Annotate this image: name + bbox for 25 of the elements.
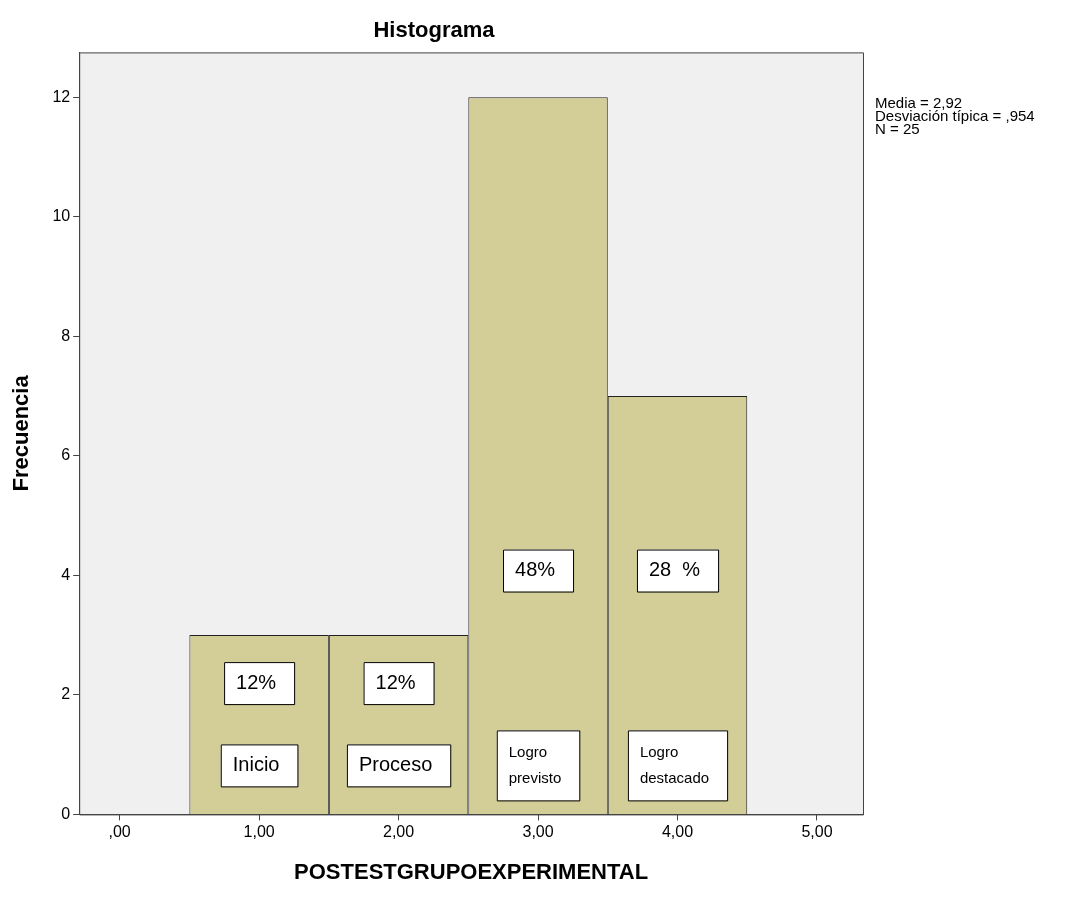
x-tick-label: 1,00 (243, 823, 275, 841)
y-tick-label: 12 (52, 87, 71, 105)
x-tick-label: 2,00 (383, 823, 415, 841)
x-tick-label: 5,00 (801, 823, 833, 841)
annotation: 28 % (648, 558, 701, 581)
y-tick-label: 2 (61, 685, 71, 703)
annotation: 12% (236, 670, 277, 693)
y-tick-label: 10 (52, 207, 71, 225)
annotation: Logro destacado (639, 742, 710, 786)
y-tick-label: 0 (61, 804, 71, 822)
y-tick-label: 8 (61, 326, 71, 344)
annotation: Logro previsto (508, 742, 562, 786)
x-tick-label: ,00 (108, 823, 131, 841)
x-tick-label: 3,00 (522, 823, 554, 841)
annotation: Inicio (232, 752, 280, 775)
annotation: 48% (515, 558, 556, 581)
annotation: 12% (375, 670, 416, 693)
x-axis-title: POSTESTGRUPOEXPERIMENTAL (294, 858, 649, 884)
y-axis-title: Frecuencia (8, 374, 34, 492)
y-tick-label: 6 (61, 446, 71, 464)
x-tick-label: 4,00 (661, 823, 694, 841)
y-tick-label: 4 (61, 565, 71, 583)
chart-title: Histograma (373, 17, 496, 43)
text: N = 25 (875, 120, 920, 138)
annotation: Proceso (358, 752, 433, 775)
